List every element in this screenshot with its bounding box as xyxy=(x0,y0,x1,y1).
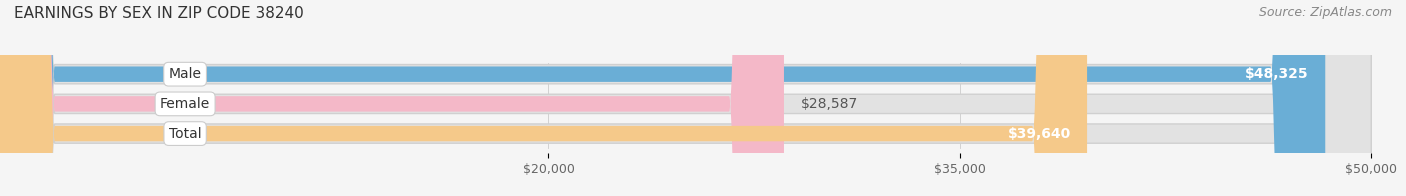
Text: Female: Female xyxy=(160,97,211,111)
FancyBboxPatch shape xyxy=(0,0,1371,196)
FancyBboxPatch shape xyxy=(0,0,1087,196)
Text: Male: Male xyxy=(169,67,201,81)
Text: Source: ZipAtlas.com: Source: ZipAtlas.com xyxy=(1258,6,1392,19)
FancyBboxPatch shape xyxy=(0,0,1371,196)
FancyBboxPatch shape xyxy=(0,0,1326,196)
Text: EARNINGS BY SEX IN ZIP CODE 38240: EARNINGS BY SEX IN ZIP CODE 38240 xyxy=(14,6,304,21)
Text: $28,587: $28,587 xyxy=(800,97,858,111)
FancyBboxPatch shape xyxy=(0,0,785,196)
Text: $48,325: $48,325 xyxy=(1246,67,1309,81)
Text: Total: Total xyxy=(169,127,201,141)
Text: $39,640: $39,640 xyxy=(1007,127,1070,141)
FancyBboxPatch shape xyxy=(0,0,1371,196)
